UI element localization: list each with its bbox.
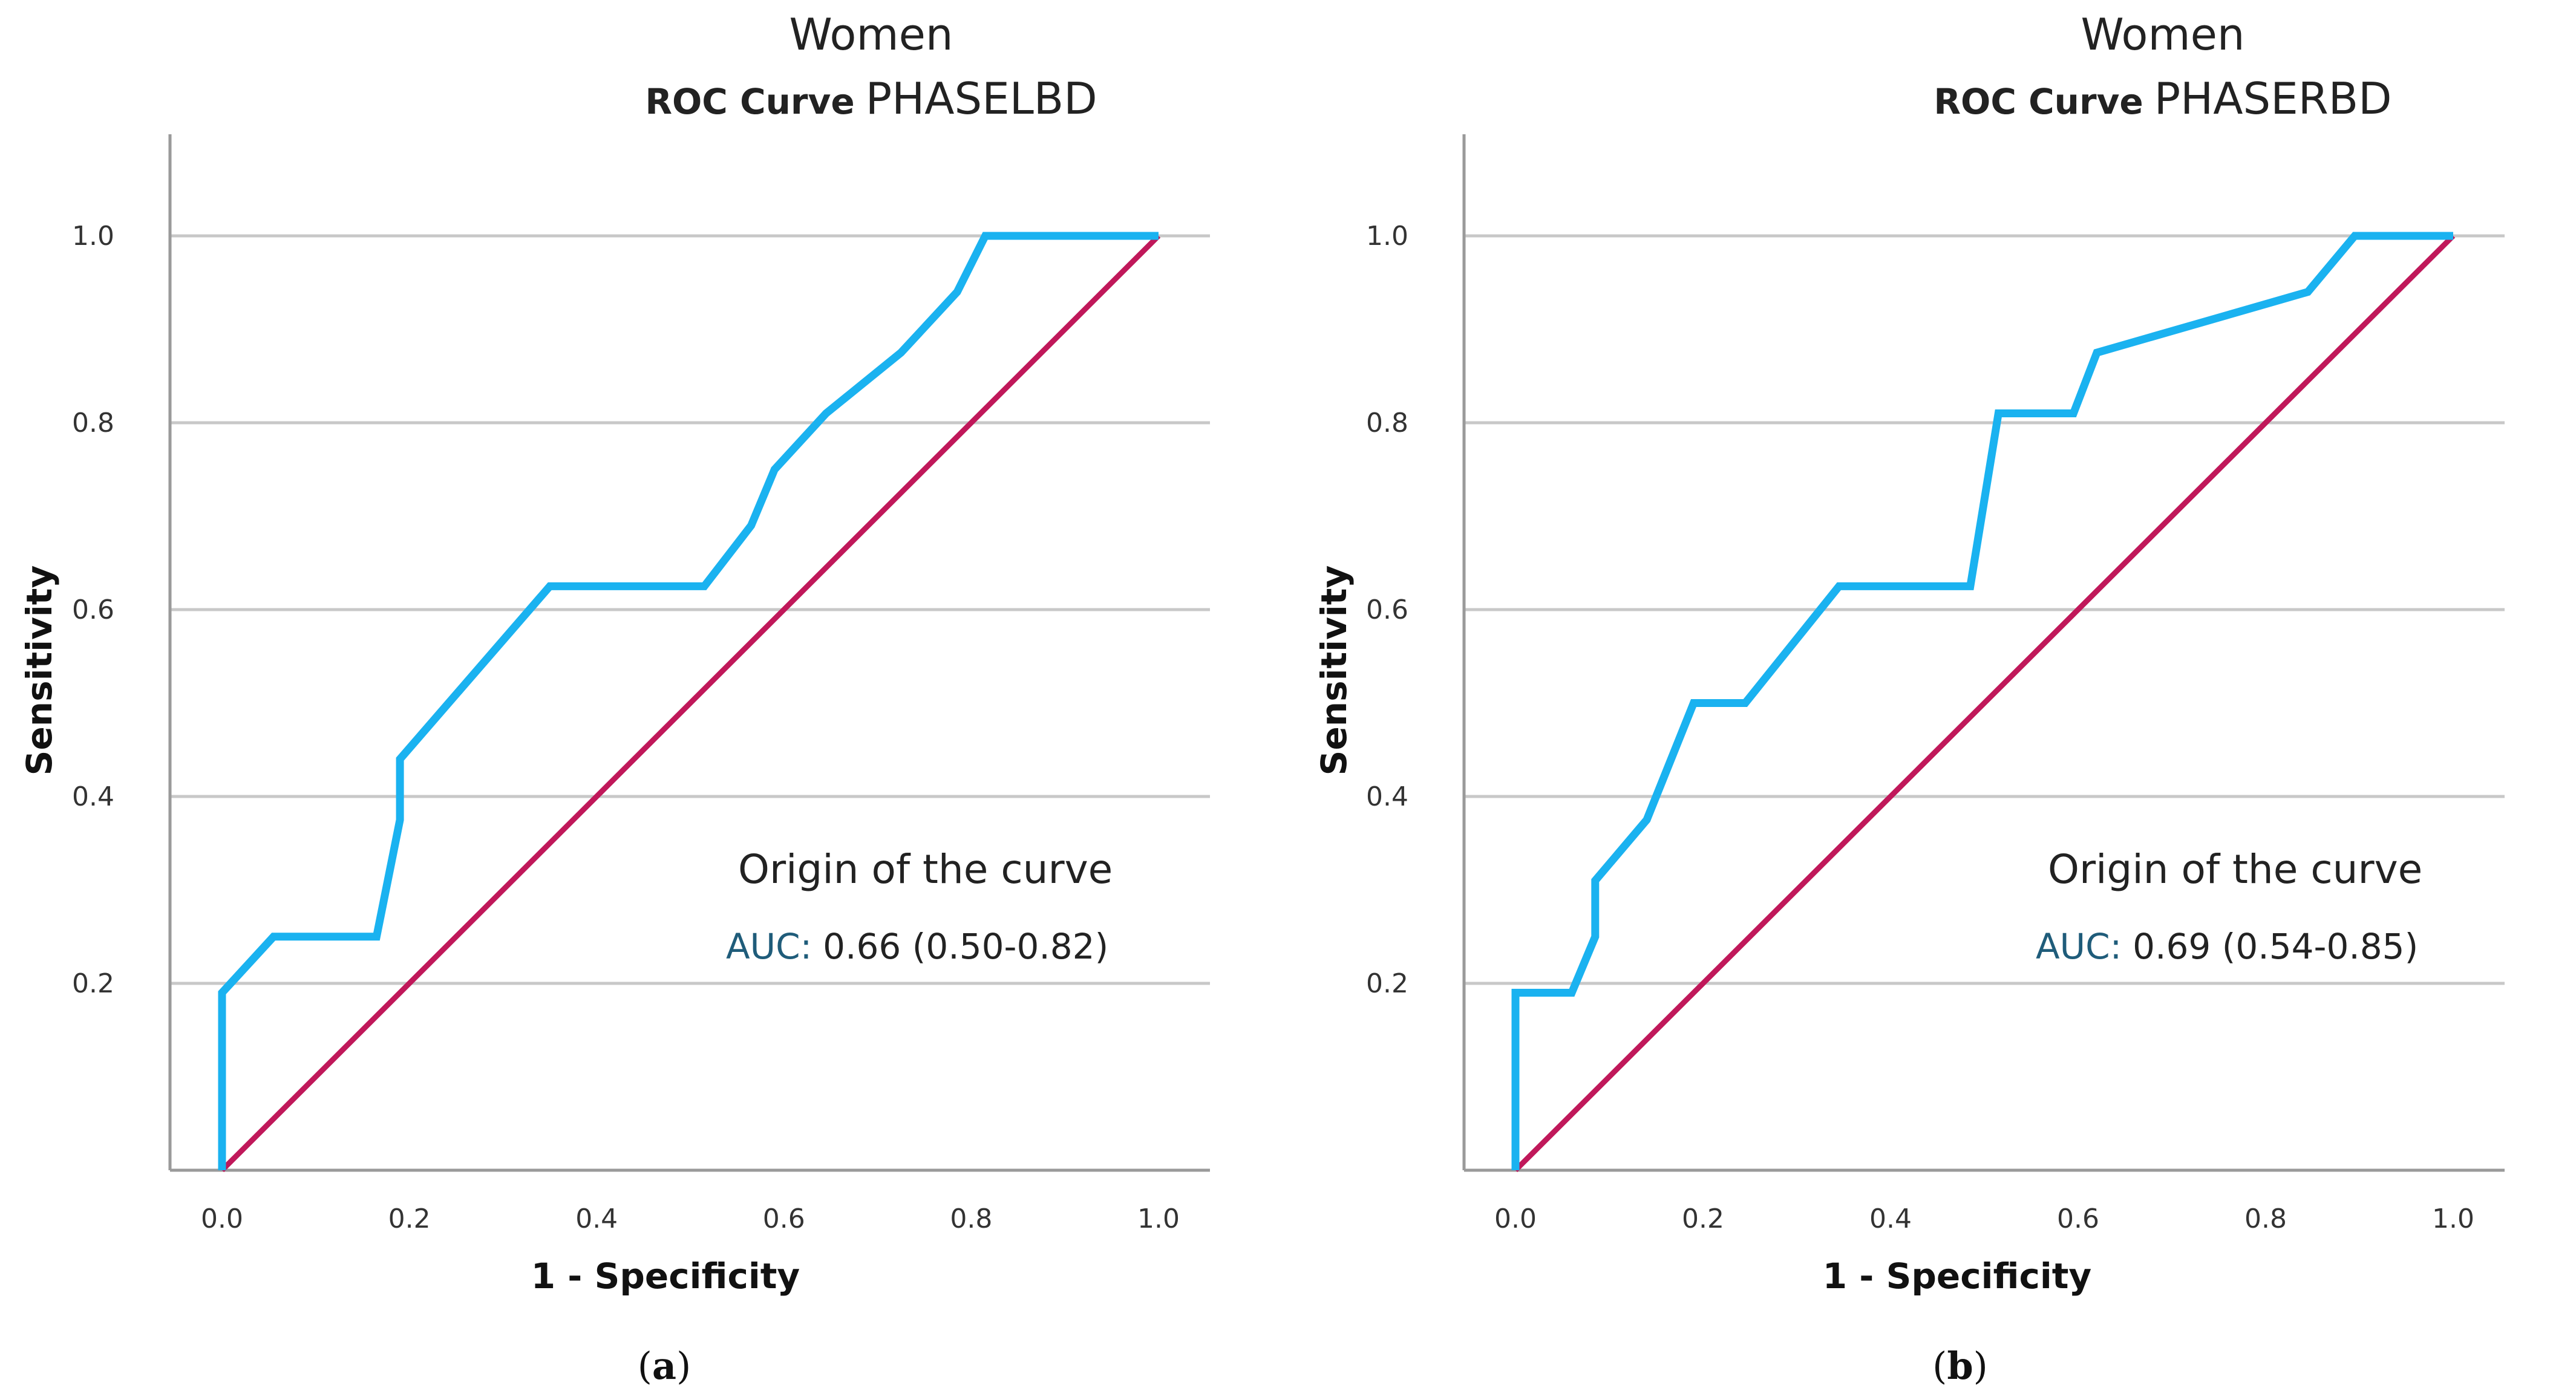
- y-axis-label: Sensitivity: [1313, 565, 1355, 776]
- caption-letter: a: [652, 1344, 676, 1388]
- caption-letter: b: [1947, 1344, 1973, 1388]
- y-tick-label: 0.6: [72, 594, 114, 625]
- reference-diagonal-line: [220, 233, 1161, 1173]
- auc-label: AUC:: [2036, 926, 2122, 967]
- x-axis-label: 1 - Specificity: [1823, 1256, 2092, 1297]
- x-tick-label: 0.0: [1494, 1203, 1537, 1234]
- y-tick-label: 0.8: [1366, 408, 1408, 438]
- y-tick-label: 1.0: [1366, 221, 1408, 252]
- legend-title: Origin of the curve: [2048, 846, 2422, 893]
- y-tick-label: 0.4: [1366, 781, 1408, 812]
- x-tick-label: 0.2: [1682, 1203, 1724, 1234]
- chart-panel-b: Women ROC Curve PHASERBD 0.2 0.4 0.6 0.8 1.0 0.0…: [1313, 9, 2505, 1388]
- auc-annotation: AUC: 0.69 (0.54-0.85): [2036, 926, 2418, 967]
- chart-subtitle: ROC Curve PHASERBD: [1934, 73, 2391, 124]
- subtitle-variable: PHASERBD: [2154, 73, 2392, 124]
- x-tick-label: 0.2: [388, 1203, 431, 1234]
- chart-panel-a: Women ROC Curve PHASELBD 0.2 0.4 0.6 0.8 1.0 0.0…: [19, 9, 1210, 1388]
- chart-title: Women: [789, 9, 953, 60]
- y-tick-label: 0.2: [1366, 968, 1408, 999]
- reference-diagonal-line: [1513, 233, 2456, 1173]
- roc-curve-line: [1511, 232, 2453, 1170]
- x-axis-label: 1 - Specificity: [531, 1256, 800, 1297]
- x-tick-label: 0.6: [2057, 1203, 2099, 1234]
- y-axis-label: Sensitivity: [19, 565, 60, 776]
- panel-caption: (a): [638, 1344, 691, 1388]
- x-tick-label: 1.0: [1137, 1203, 1180, 1234]
- legend-title: Origin of the curve: [738, 846, 1113, 893]
- auc-label: AUC:: [726, 926, 812, 967]
- x-tick-label: 0.8: [950, 1203, 992, 1234]
- auc-annotation: AUC: 0.66 (0.50-0.82): [726, 926, 1108, 967]
- chart-title: Women: [2081, 9, 2244, 60]
- auc-value: 0.69 (0.54-0.85): [2133, 926, 2418, 967]
- x-tick-label: 0.4: [1869, 1203, 1912, 1234]
- y-tick-label: 0.2: [72, 968, 114, 999]
- caption-open-paren: (: [1932, 1344, 1947, 1388]
- auc-value: 0.66 (0.50-0.82): [823, 926, 1108, 967]
- y-tick-label: 1.0: [72, 221, 114, 252]
- y-tick-label: 0.6: [1366, 594, 1408, 625]
- y-tick-label: 0.4: [72, 781, 114, 812]
- chart-subtitle: ROC Curve PHASELBD: [645, 73, 1097, 124]
- x-tick-label: 1.0: [2432, 1203, 2474, 1234]
- subtitle-roc-curve: ROC Curve: [645, 81, 854, 122]
- x-tick-label: 0.6: [763, 1203, 805, 1234]
- subtitle-variable: PHASELBD: [866, 73, 1097, 124]
- roc-curve-line: [218, 232, 1159, 1170]
- x-tick-label: 0.8: [2244, 1203, 2287, 1234]
- caption-close-paren: ): [676, 1344, 691, 1388]
- y-tick-label: 0.8: [72, 408, 114, 438]
- caption-close-paren: ): [1973, 1344, 1988, 1388]
- caption-open-paren: (: [638, 1344, 652, 1388]
- x-tick-label: 0.4: [575, 1203, 618, 1234]
- panel-caption: (b): [1932, 1344, 1988, 1388]
- subtitle-roc-curve: ROC Curve: [1934, 81, 2143, 122]
- x-tick-label: 0.0: [201, 1203, 243, 1234]
